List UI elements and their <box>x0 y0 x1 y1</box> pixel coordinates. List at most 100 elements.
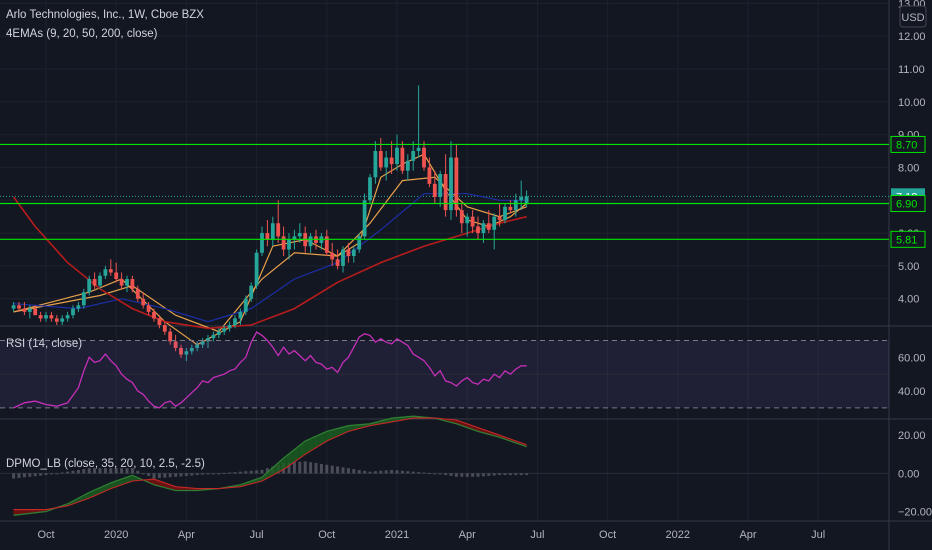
candle[interactable] <box>11 302 16 312</box>
candle[interactable] <box>395 134 399 171</box>
candle[interactable] <box>486 210 491 234</box>
currency-badge[interactable] <box>899 5 927 28</box>
candle[interactable] <box>357 233 362 253</box>
candle[interactable] <box>519 180 524 211</box>
candle[interactable] <box>503 203 507 224</box>
candle[interactable] <box>173 334 178 352</box>
candle[interactable] <box>249 282 254 303</box>
candle[interactable] <box>276 200 281 243</box>
axes[interactable]: Oct 2020 Apr Jul Oct 2021 Apr Jul Oct 2022 Apr Jul 1… <box>37 0 932 541</box>
candle[interactable] <box>373 141 378 184</box>
candle[interactable] <box>497 203 502 227</box>
candle[interactable] <box>49 311 54 322</box>
candle[interactable] <box>254 249 259 289</box>
candle[interactable] <box>81 288 86 309</box>
candle[interactable] <box>508 200 513 214</box>
dpmo-histogram-bar <box>174 473 178 477</box>
candle[interactable] <box>87 275 92 296</box>
candle[interactable] <box>211 331 216 342</box>
candle[interactable] <box>449 141 453 220</box>
candle[interactable] <box>432 170 437 204</box>
candle[interactable] <box>422 141 426 171</box>
candle[interactable] <box>146 302 151 316</box>
candle[interactable] <box>108 259 113 276</box>
candle[interactable] <box>492 213 497 250</box>
candle[interactable] <box>459 203 464 234</box>
candle[interactable] <box>179 344 183 358</box>
candle[interactable] <box>141 292 146 309</box>
candle[interactable] <box>265 219 270 247</box>
candle[interactable] <box>400 141 405 174</box>
candle[interactable] <box>389 141 394 174</box>
candle[interactable] <box>157 315 162 329</box>
candle[interactable] <box>470 210 475 234</box>
candle[interactable] <box>438 170 443 207</box>
candle[interactable] <box>135 285 140 303</box>
candle[interactable] <box>152 308 156 322</box>
candle[interactable] <box>368 173 372 204</box>
candle[interactable] <box>200 338 205 348</box>
candle[interactable] <box>22 302 27 316</box>
candle[interactable] <box>362 193 367 240</box>
candle[interactable] <box>130 275 135 293</box>
candle[interactable] <box>287 233 291 260</box>
dpmo-pane[interactable] <box>0 415 889 516</box>
price-tag: 8.70 <box>890 135 926 153</box>
candle[interactable] <box>98 272 102 289</box>
candle[interactable] <box>465 213 470 237</box>
candle[interactable] <box>33 305 38 316</box>
candle[interactable] <box>443 154 448 217</box>
candle[interactable] <box>195 341 200 352</box>
candle[interactable] <box>346 242 351 263</box>
candle[interactable] <box>233 315 237 329</box>
candle[interactable] <box>92 272 97 289</box>
candle[interactable] <box>227 321 232 332</box>
candle[interactable] <box>513 193 518 217</box>
candle[interactable] <box>189 344 194 355</box>
candle[interactable] <box>341 246 345 273</box>
candle[interactable] <box>38 311 43 322</box>
candle[interactable] <box>243 295 248 316</box>
candle[interactable] <box>162 321 167 335</box>
candle[interactable] <box>125 275 129 293</box>
candle[interactable] <box>119 272 124 289</box>
candle[interactable] <box>71 305 75 319</box>
rsi-pane[interactable] <box>0 331 889 409</box>
candle[interactable] <box>281 226 286 257</box>
candle[interactable] <box>17 302 21 312</box>
candle[interactable] <box>114 262 119 283</box>
price-pane[interactable] <box>0 85 889 362</box>
candle[interactable] <box>44 311 48 322</box>
candle[interactable] <box>216 328 221 339</box>
candle[interactable] <box>270 216 275 247</box>
candle[interactable] <box>65 311 70 322</box>
candle[interactable] <box>54 315 59 325</box>
candle[interactable] <box>384 151 389 181</box>
candle[interactable] <box>222 325 227 335</box>
candle-body <box>222 328 227 332</box>
candle[interactable] <box>335 249 340 270</box>
dpmo-histogram-bar <box>498 473 502 476</box>
candle[interactable] <box>238 308 243 325</box>
candle[interactable] <box>411 141 416 171</box>
candle[interactable] <box>260 226 264 257</box>
candle[interactable] <box>308 233 313 253</box>
candle[interactable] <box>330 242 335 266</box>
candle[interactable] <box>416 85 421 158</box>
candle[interactable] <box>76 302 81 312</box>
candle[interactable] <box>351 246 356 263</box>
candle[interactable] <box>168 328 173 345</box>
candle[interactable] <box>324 229 329 257</box>
candle[interactable] <box>454 144 459 217</box>
candle[interactable] <box>60 315 65 325</box>
candle[interactable] <box>103 265 108 280</box>
candle[interactable] <box>476 216 480 240</box>
candle[interactable] <box>184 347 189 362</box>
candle[interactable] <box>427 157 432 188</box>
candle[interactable] <box>378 137 383 171</box>
candle[interactable] <box>206 334 210 348</box>
candle[interactable] <box>27 305 32 319</box>
candle-body <box>108 269 113 273</box>
candle[interactable] <box>405 154 410 181</box>
